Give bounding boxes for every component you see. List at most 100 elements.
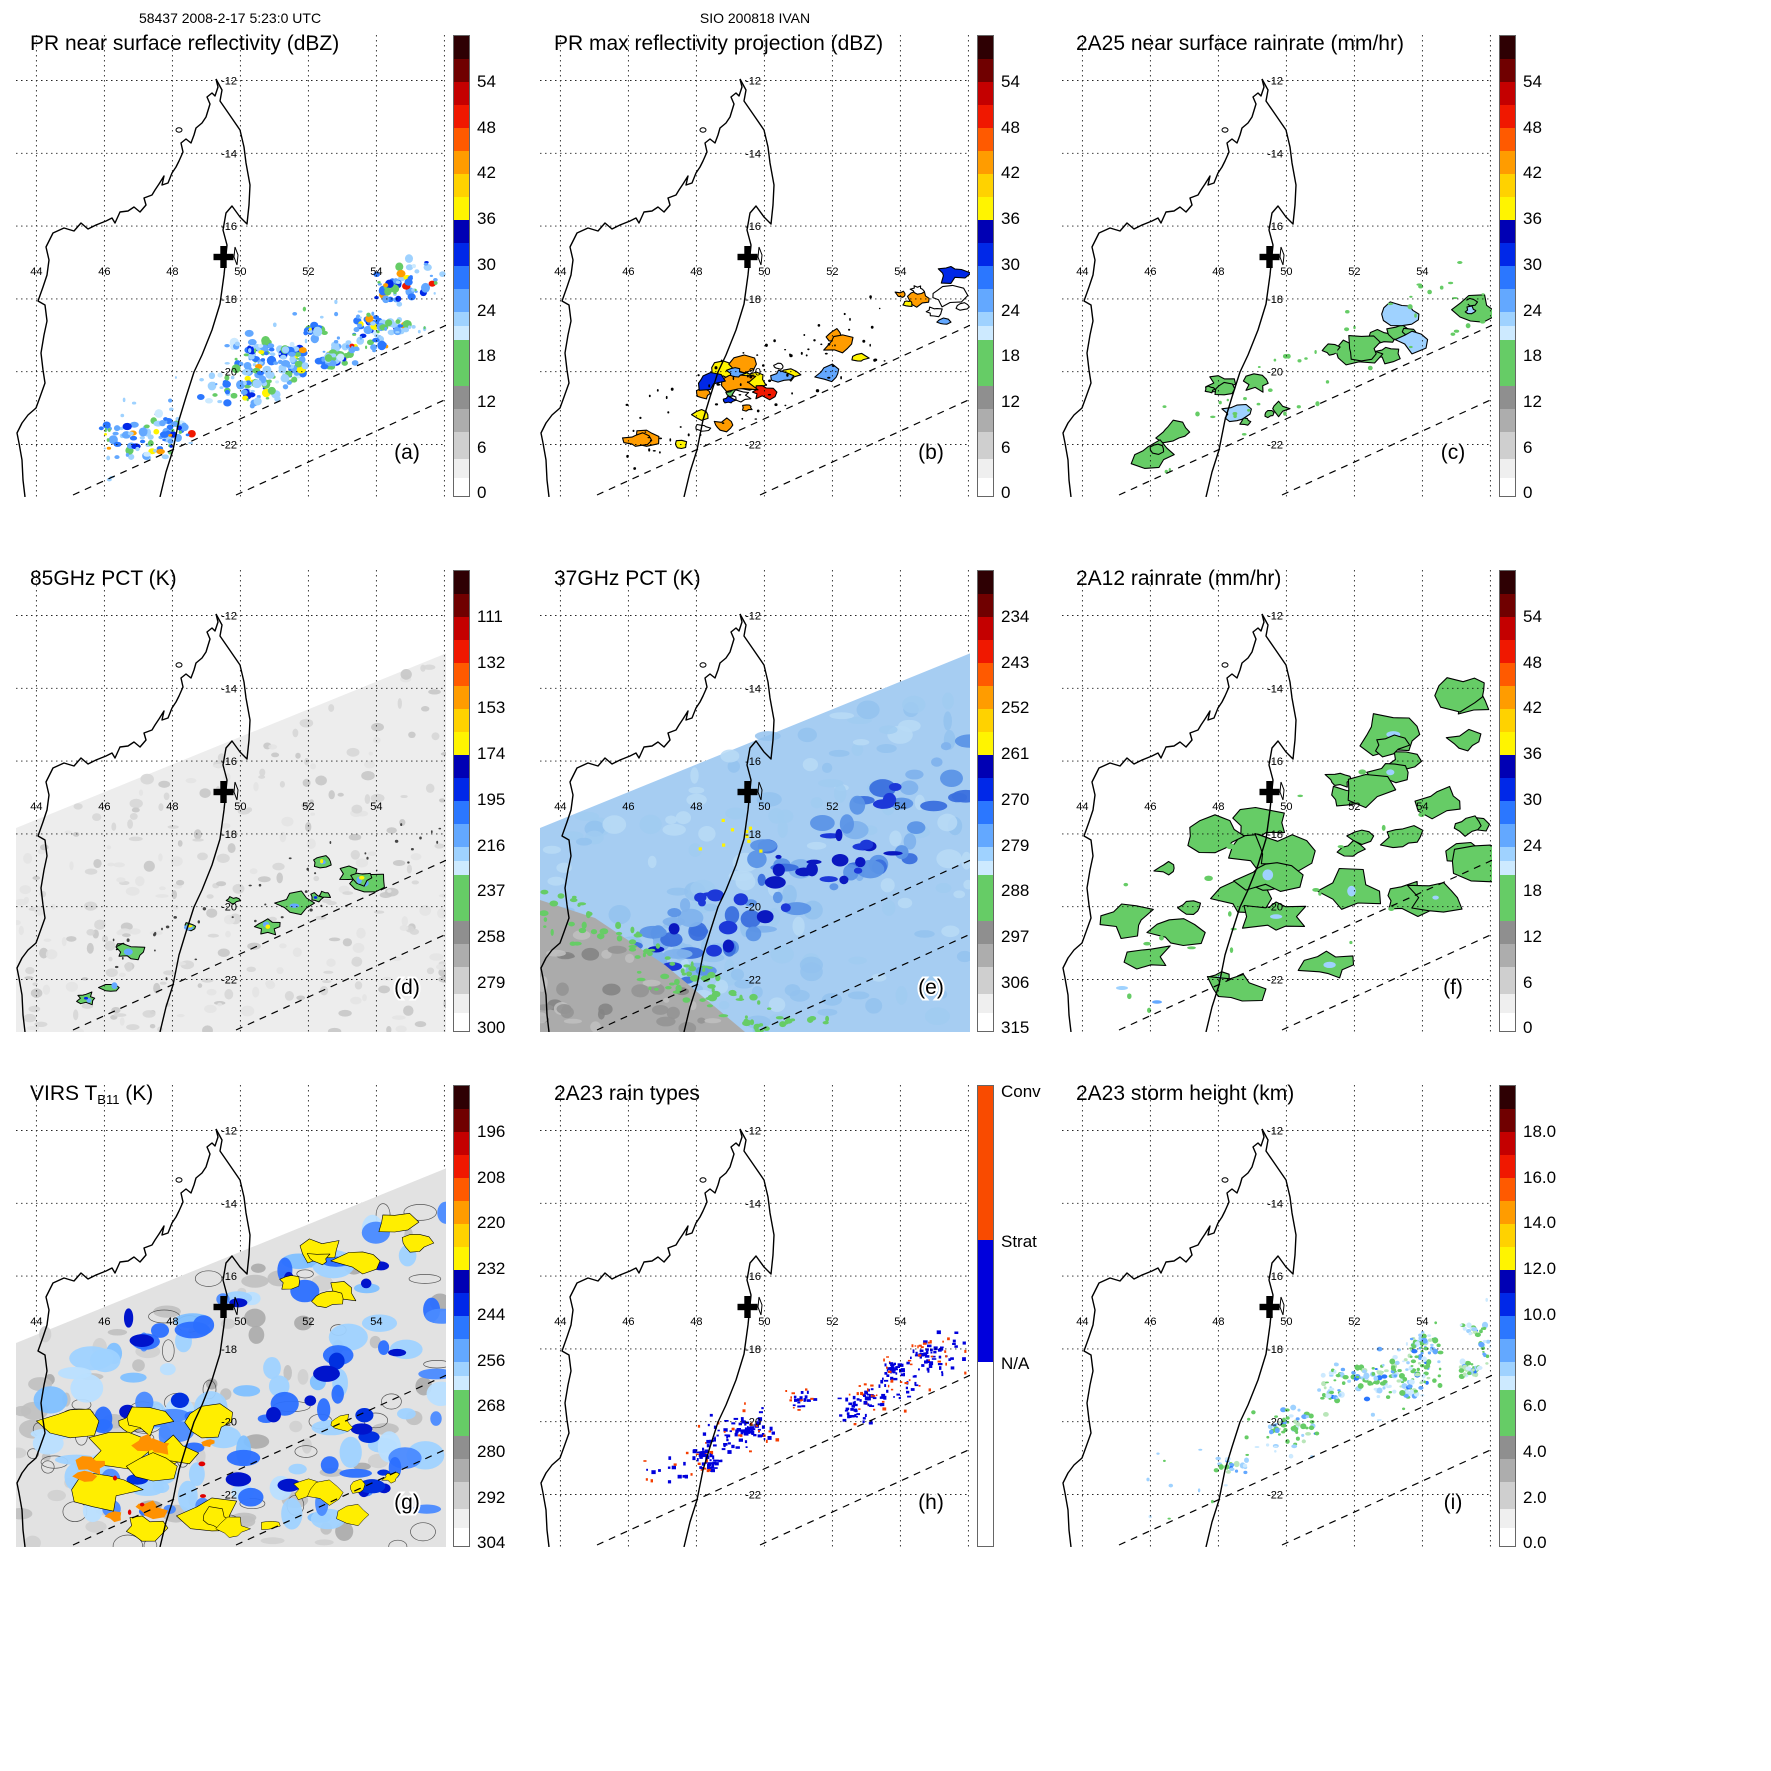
lat-label: -16 xyxy=(1267,221,1283,233)
lat-label: -14 xyxy=(1267,1198,1283,1210)
lon-label: 52 xyxy=(302,801,314,813)
lon-label: 46 xyxy=(622,801,634,813)
colorbar-tick-label: 243 xyxy=(1001,652,1030,672)
colorbar-tick-label: 10.0 xyxy=(1523,1304,1557,1324)
panel-g-colorbar: 196 208 220 232 244 256 268 280 292 304 xyxy=(453,1085,573,1552)
lat-label: -22 xyxy=(745,1490,761,1502)
colorbar-tick-label: 244 xyxy=(477,1304,506,1324)
island-nosy-be xyxy=(175,1177,183,1183)
storm-center-cross xyxy=(1259,781,1280,803)
colorbar-ticks: 54 48 42 36 30 24 18 12 6 0 xyxy=(1523,570,1615,1037)
lon-label: 54 xyxy=(894,266,906,278)
panel-letter: (e) xyxy=(918,976,944,999)
lat-label: -18 xyxy=(1267,829,1283,841)
lon-label: 50 xyxy=(1280,801,1292,813)
lon-label: 44 xyxy=(554,1316,566,1328)
colorbar-tick-label: 24 xyxy=(1523,300,1542,320)
coastline-east xyxy=(159,613,251,1032)
colorbar-tick-label: 16.0 xyxy=(1523,1167,1557,1187)
island-sainte-marie xyxy=(233,1296,239,1316)
colorbar-tick-label: 279 xyxy=(477,972,506,992)
colorbar-category-label: Conv xyxy=(1001,1082,1041,1101)
data-field xyxy=(98,254,446,482)
colorbar-ticks: 234 243 252 261 270 279 288 297 306 315 xyxy=(1001,570,1093,1037)
coastline-west xyxy=(540,613,743,1032)
panel-c-title: 2A25 near surface rainrate (mm/hr) xyxy=(1076,32,1404,55)
colorbar-tick-label: 196 xyxy=(477,1122,506,1141)
colorbar-tick-label: 300 xyxy=(477,1018,506,1038)
panel-i-map: 44 46 48 50 52 54 -12 -14 -16 -18 -20 -22 (i) xyxy=(1062,1085,1492,1547)
coastline-west xyxy=(16,613,219,1032)
colorbar-tick-label: 48 xyxy=(1523,117,1542,137)
storm-center-cross xyxy=(213,246,234,268)
colorbar-tick-label: 220 xyxy=(477,1213,506,1233)
swath-edge-lines xyxy=(72,859,446,1031)
island-nosy-be xyxy=(699,127,707,133)
axis-labels: 44 46 48 50 52 54 -12 -14 -16 -18 -20 -22 xyxy=(30,611,382,987)
colorbar-ticks: 54 48 42 36 30 24 18 12 6 0 xyxy=(477,35,569,502)
island-sainte-marie xyxy=(233,246,239,266)
storm-center-cross xyxy=(737,1296,758,1318)
data-field xyxy=(1130,261,1492,474)
lon-label: 50 xyxy=(1280,1316,1292,1328)
lon-label: 50 xyxy=(758,801,770,813)
colorbar-category-label: Strat xyxy=(1001,1232,1037,1251)
data-field xyxy=(1099,677,1492,1013)
colorbar-gradient xyxy=(453,570,470,1032)
lat-label: -14 xyxy=(745,148,761,160)
lon-label: 48 xyxy=(690,1316,702,1328)
island-nosy-be xyxy=(699,662,707,668)
grid xyxy=(16,570,446,1032)
colorbar-tick-label: 0 xyxy=(1523,483,1533,503)
lat-label: -16 xyxy=(221,1271,237,1283)
panel-letter: (h) xyxy=(918,1491,944,1514)
panel-a-map: 44 46 48 50 52 54 -12 -14 -16 -18 -20 -22 (a) xyxy=(16,35,446,497)
lon-label: 52 xyxy=(1348,266,1360,278)
colorbar-ticks: 111 132 153 174 195 216 237 258 279 300 xyxy=(477,570,569,1037)
panel-a-colorbar: 54 48 42 36 30 24 18 12 6 0 xyxy=(453,35,573,502)
storm-center-cross xyxy=(213,1296,234,1318)
lon-label: 50 xyxy=(758,1316,770,1328)
lat-label: -16 xyxy=(745,221,761,233)
panel-d-title: 85GHz PCT (K) xyxy=(30,567,177,590)
lon-label: 44 xyxy=(554,801,566,813)
storm-center-cross xyxy=(1259,246,1280,268)
coastline-east xyxy=(683,78,775,497)
lat-label: -16 xyxy=(221,221,237,233)
island-nosy-be xyxy=(1221,127,1229,133)
panel-letter: (c) xyxy=(1441,441,1466,464)
coastline-east xyxy=(159,1128,251,1547)
colorbar-tick-label: 292 xyxy=(477,1487,506,1507)
coastline-west xyxy=(1062,78,1265,497)
colorbar-tick-label: 288 xyxy=(1001,881,1030,901)
colorbar-tick-label: 18 xyxy=(1001,346,1020,366)
grid xyxy=(1062,1085,1492,1547)
colorbar-tick-label: 111 xyxy=(477,607,503,626)
axis-labels: 44 46 48 50 52 54 -12 -14 -16 -18 -20 -22 xyxy=(554,76,906,452)
lat-label: -12 xyxy=(221,1126,237,1138)
lon-label: 50 xyxy=(234,1316,246,1328)
colorbar-gradient xyxy=(977,570,994,1032)
colorbar-tick-label: 12 xyxy=(477,391,496,411)
colorbar-tick-label: 12 xyxy=(1523,926,1542,946)
lat-label: -20 xyxy=(1267,1417,1283,1429)
lon-label: 44 xyxy=(1076,801,1088,813)
island-nosy-be xyxy=(1221,1177,1229,1183)
coastline-west xyxy=(540,78,743,497)
colorbar-tick-label: 306 xyxy=(1001,972,1030,992)
panel-d-map: 44 46 48 50 52 54 -12 -14 -16 -18 -20 -22 (d) xyxy=(16,570,446,1032)
swath-edge-lines xyxy=(596,859,970,1031)
storm-header: SIO 200818 IVAN xyxy=(699,10,811,26)
lon-label: 50 xyxy=(234,801,246,813)
colorbar-tick-label: 4.0 xyxy=(1523,1441,1547,1461)
colorbar-tick-label: 30 xyxy=(1523,254,1542,274)
axis-labels: 44 46 48 50 52 54 -12 -14 -16 -18 -20 -22 xyxy=(1076,76,1428,452)
lat-label: -14 xyxy=(221,1198,237,1210)
lat-label: -22 xyxy=(221,975,237,987)
lon-label: 54 xyxy=(370,801,382,813)
panel-c-colorbar: 54 48 42 36 30 24 18 12 6 0 xyxy=(1499,35,1619,502)
lon-label: 52 xyxy=(302,266,314,278)
panel-e-colorbar: 234 243 252 261 270 279 288 297 306 315 xyxy=(977,570,1097,1037)
colorbar-tick-label: 237 xyxy=(477,881,506,901)
colorbar-tick-label: 0.0 xyxy=(1523,1533,1547,1553)
